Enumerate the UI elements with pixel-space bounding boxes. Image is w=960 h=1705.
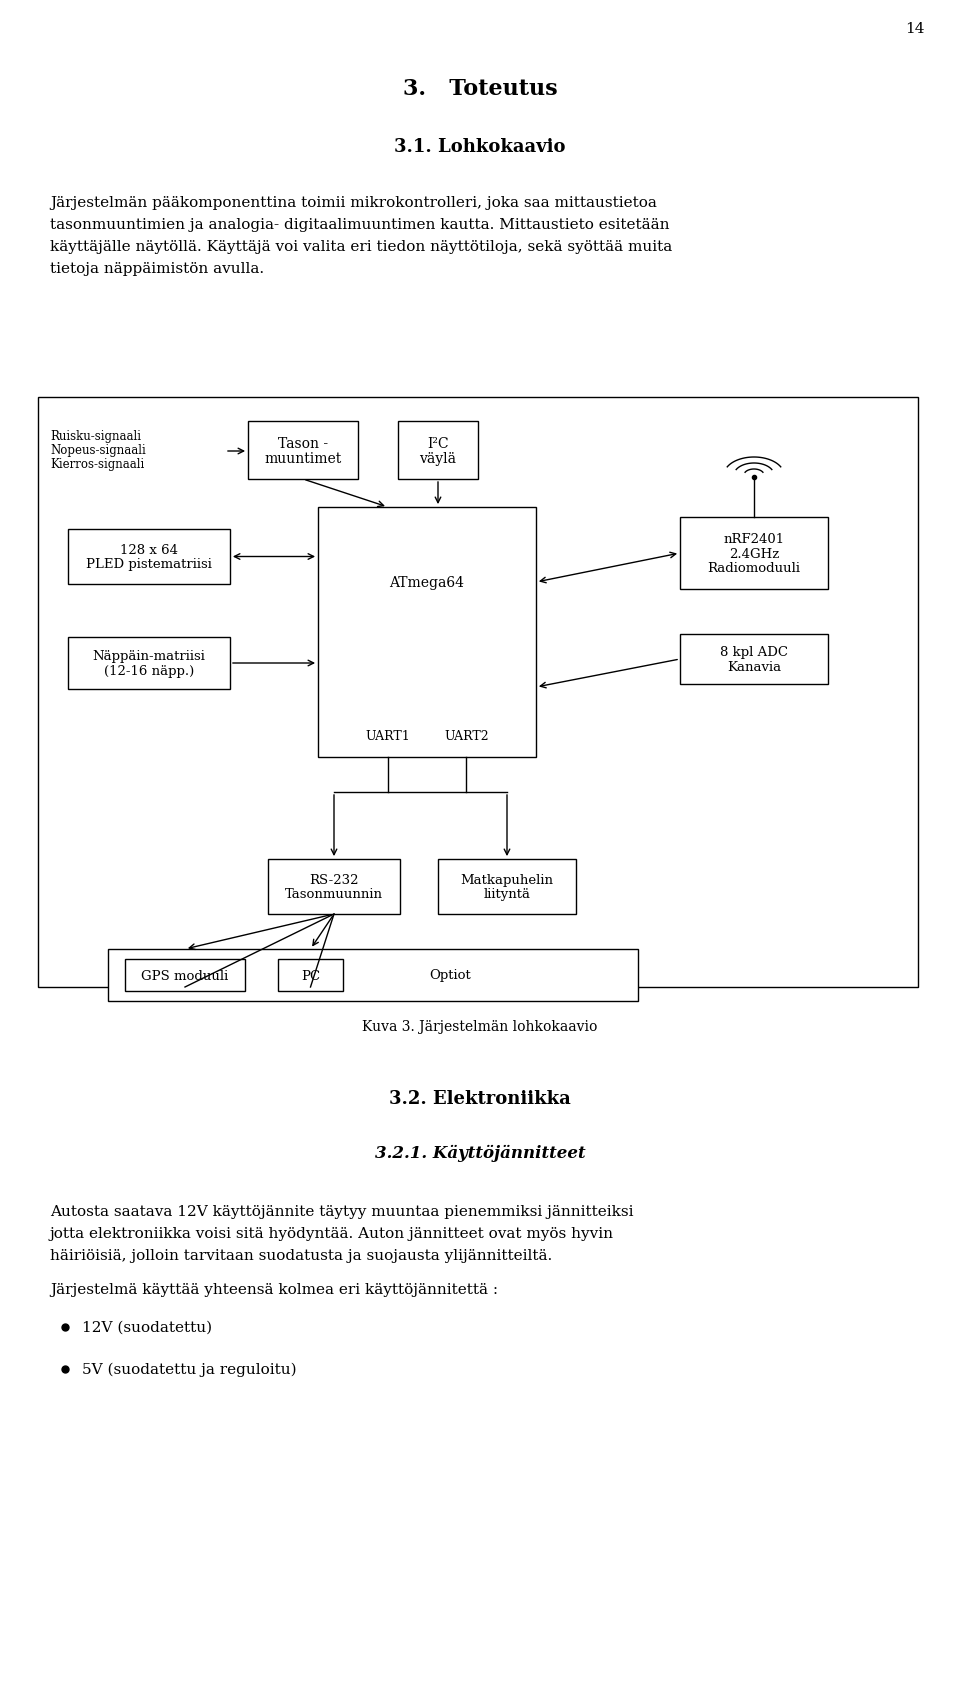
Text: väylä: väylä — [420, 452, 457, 465]
Bar — [680, 518, 828, 590]
Bar — [438, 859, 576, 914]
Text: Kuva 3. Järjestelmän lohkokaavio: Kuva 3. Järjestelmän lohkokaavio — [362, 1020, 598, 1033]
Text: Nopeus-signaali: Nopeus-signaali — [50, 443, 146, 457]
Text: UART2: UART2 — [444, 730, 489, 742]
Bar — [268, 859, 400, 914]
Text: UART1: UART1 — [366, 730, 410, 742]
Text: Järjestelmän pääkomponenttina toimii mikrokontrolleri, joka saa mittaustietoa: Järjestelmän pääkomponenttina toimii mik… — [50, 196, 657, 210]
Bar — [278, 960, 343, 991]
Text: 3.2.1. Käyttöjännitteet: 3.2.1. Käyttöjännitteet — [374, 1144, 586, 1161]
Bar — [38, 397, 918, 987]
Text: 128 x 64: 128 x 64 — [120, 544, 178, 556]
Text: RS-232: RS-232 — [309, 873, 359, 887]
Text: Optiot: Optiot — [429, 968, 470, 982]
Text: 3.1. Lohkokaavio: 3.1. Lohkokaavio — [395, 138, 565, 155]
Text: tietoja näppäimistön avulla.: tietoja näppäimistön avulla. — [50, 263, 264, 276]
Bar — [108, 950, 638, 1001]
Text: ATmega64: ATmega64 — [390, 576, 465, 590]
Bar — [68, 530, 230, 585]
Text: Kanavia: Kanavia — [727, 660, 781, 673]
Text: jotta elektroniikka voisi sitä hyödyntää. Auton jännitteet ovat myös hyvin: jotta elektroniikka voisi sitä hyödyntää… — [50, 1226, 614, 1240]
Text: (12-16 näpp.): (12-16 näpp.) — [104, 665, 194, 677]
Text: tasonmuuntimien ja analogia- digitaalimuuntimen kautta. Mittaustieto esitetään: tasonmuuntimien ja analogia- digitaalimu… — [50, 218, 669, 232]
Text: 3.2. Elektroniikka: 3.2. Elektroniikka — [389, 1089, 571, 1107]
Text: 8 kpl ADC: 8 kpl ADC — [720, 646, 788, 660]
Text: Tason -: Tason - — [278, 436, 328, 450]
Text: 5V (suodatettu ja reguloitu): 5V (suodatettu ja reguloitu) — [82, 1362, 297, 1376]
Bar — [68, 638, 230, 689]
Text: liityntä: liityntä — [484, 888, 531, 900]
Text: nRF2401: nRF2401 — [724, 534, 784, 546]
Text: Näppäin-matriisi: Näppäin-matriisi — [92, 650, 205, 663]
Bar — [248, 421, 358, 479]
Text: käyttäjälle näytöllä. Käyttäjä voi valita eri tiedon näyttötiloja, sekä syöttää : käyttäjälle näytöllä. Käyttäjä voi valit… — [50, 240, 672, 254]
Text: Kierros-signaali: Kierros-signaali — [50, 457, 144, 471]
Text: PC: PC — [300, 968, 320, 982]
Text: Matkapuhelin: Matkapuhelin — [461, 873, 554, 887]
Text: muuntimet: muuntimet — [264, 452, 342, 465]
Text: 2.4GHz: 2.4GHz — [729, 547, 780, 561]
Bar — [318, 508, 536, 757]
Bar — [398, 421, 478, 479]
Text: Autosta saatava 12V käyttöjännite täytyy muuntaa pienemmiksi jännitteiksi: Autosta saatava 12V käyttöjännite täytyy… — [50, 1204, 634, 1219]
Bar — [680, 634, 828, 685]
Text: I²C: I²C — [427, 436, 449, 450]
Text: Järjestelmä käyttää yhteensä kolmea eri käyttöjännitettä :: Järjestelmä käyttää yhteensä kolmea eri … — [50, 1282, 498, 1296]
Text: Radiomoduuli: Radiomoduuli — [708, 561, 801, 575]
Text: Ruisku-signaali: Ruisku-signaali — [50, 430, 141, 443]
Text: 12V (suodatettu): 12V (suodatettu) — [82, 1320, 212, 1335]
Text: 14: 14 — [905, 22, 924, 36]
Text: 3.   Toteutus: 3. Toteutus — [402, 78, 558, 101]
Text: Tasonmuunnin: Tasonmuunnin — [285, 888, 383, 900]
Text: häiriöisiä, jolloin tarvitaan suodatusta ja suojausta ylijännitteiltä.: häiriöisiä, jolloin tarvitaan suodatusta… — [50, 1248, 552, 1262]
Text: PLED pistematriisi: PLED pistematriisi — [86, 558, 212, 571]
Text: GPS moduuli: GPS moduuli — [141, 968, 228, 982]
Bar — [125, 960, 245, 991]
